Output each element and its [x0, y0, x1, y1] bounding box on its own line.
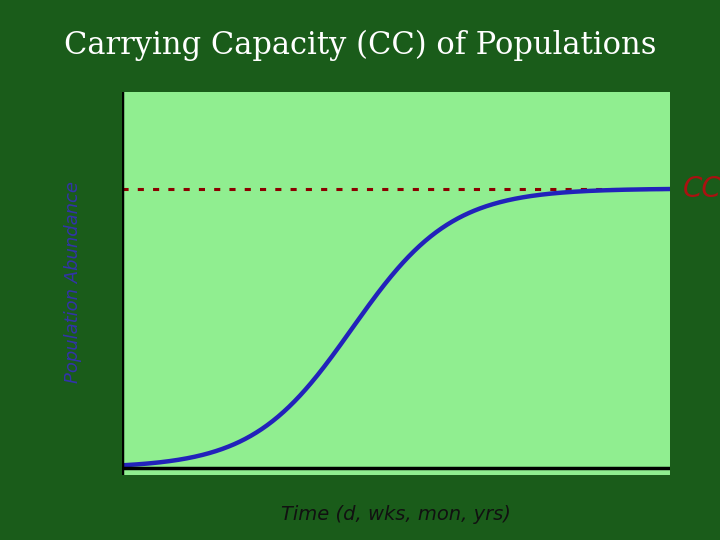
- Text: Time (d, wks, mon, yrs): Time (d, wks, mon, yrs): [281, 505, 511, 524]
- Text: Carrying Capacity (CC) of Populations: Carrying Capacity (CC) of Populations: [64, 30, 656, 61]
- Text: CC: CC: [683, 174, 720, 202]
- Text: Population Abundance: Population Abundance: [64, 181, 82, 383]
